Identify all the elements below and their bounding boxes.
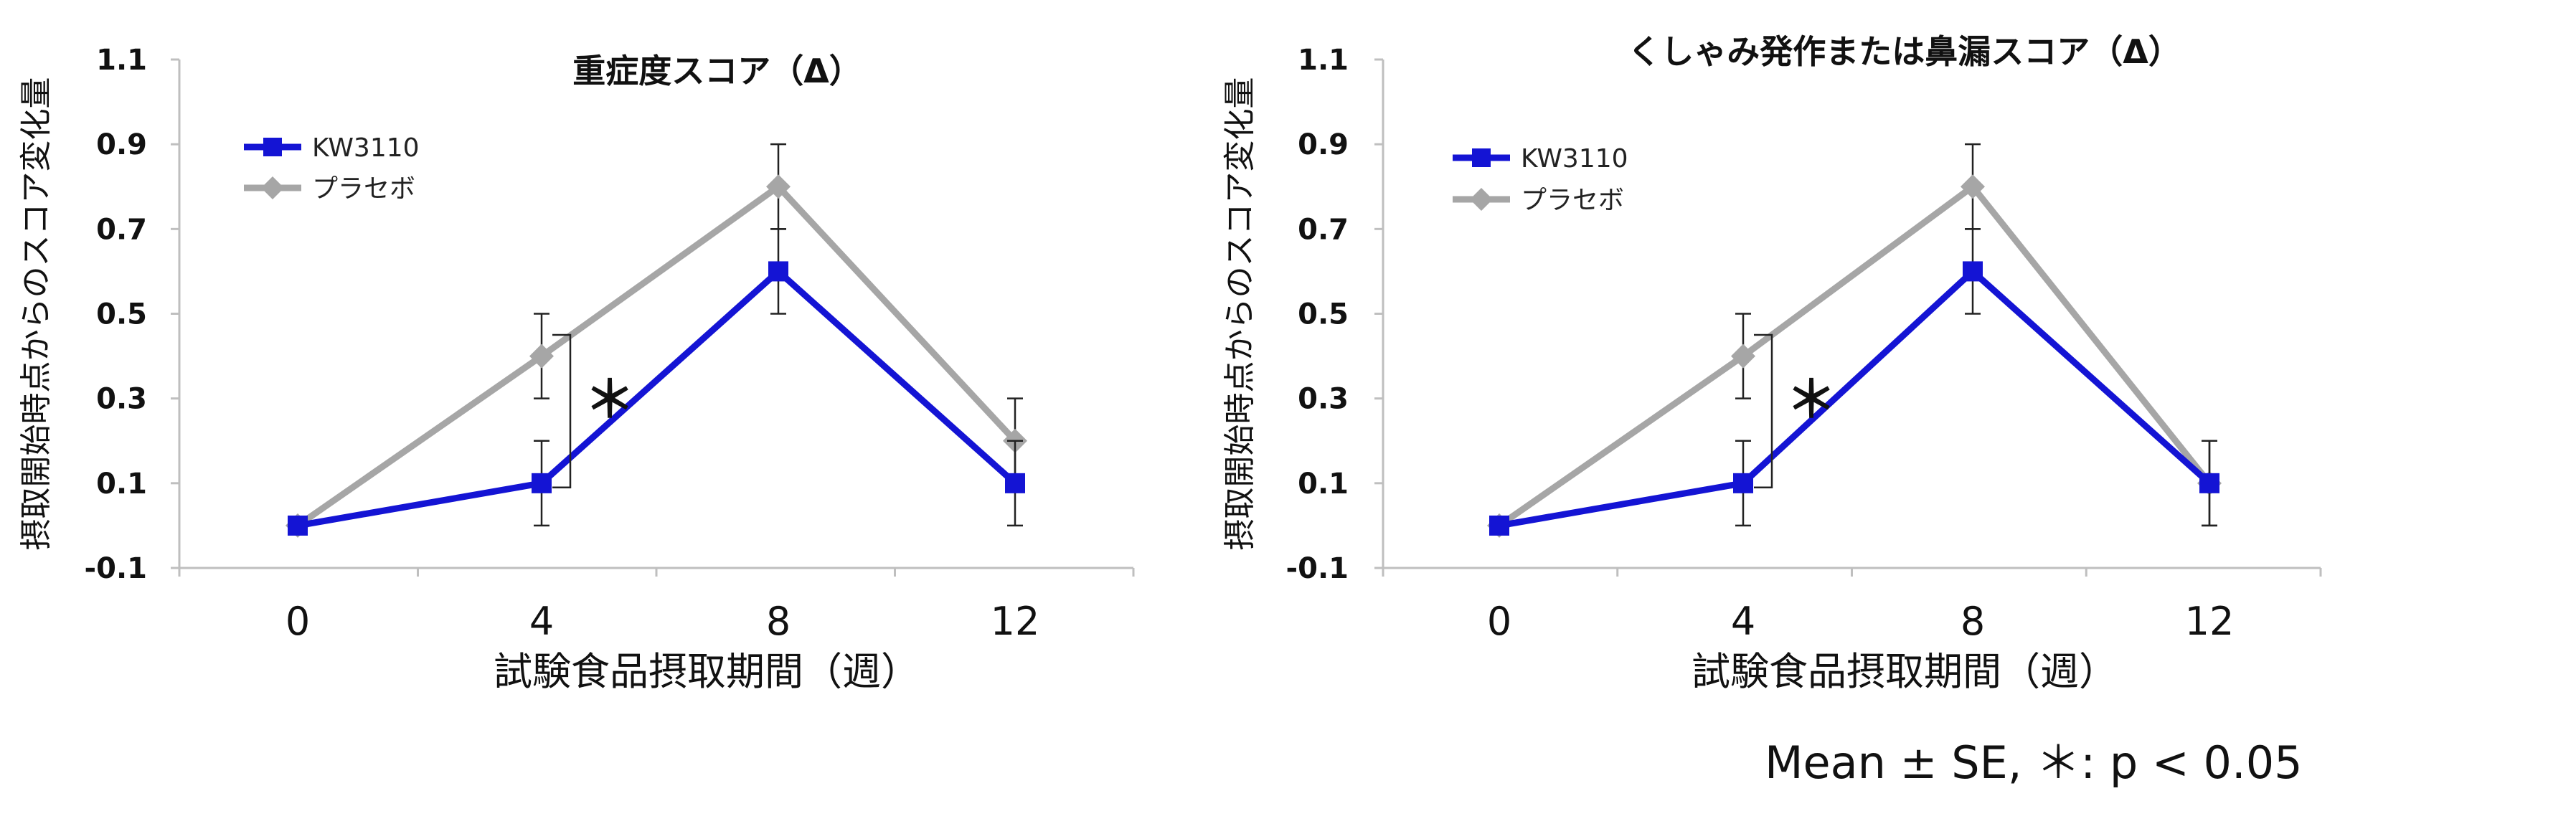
x-tick-label: 12 [2185, 599, 2235, 644]
legend-marker [263, 138, 282, 156]
data-point [529, 343, 554, 369]
x-tick-label: 8 [1961, 599, 1985, 644]
x-tick-label: 12 [991, 599, 1040, 644]
legend-item: プラセボ [244, 174, 415, 204]
data-point [2199, 473, 2219, 493]
chart-title: くしゃみ発作または鼻漏スコア（Δ） [1628, 32, 2181, 71]
x-tick-label: 4 [529, 599, 554, 644]
x-axis-label: 試験食品摂取期間（週） [494, 649, 920, 694]
data-point [1005, 473, 1025, 493]
legend-item: プラセボ [1453, 186, 1624, 215]
legend-marker [261, 176, 284, 199]
y-tick-label: -0.1 [1286, 552, 1349, 585]
data-point [1731, 343, 1755, 369]
legend-label: KW3110 [1521, 144, 1628, 174]
y-tick-label: 0.7 [96, 213, 147, 246]
series-kw3110 [1489, 228, 2219, 536]
series-kw3110 [288, 228, 1025, 536]
significance-bracket [552, 333, 572, 488]
legend-marker [1472, 148, 1491, 167]
legend-label: KW3110 [312, 133, 420, 163]
y-axis-label: 摂取開始時点からのスコア変化量 [18, 77, 55, 551]
y-tick-label: 0.9 [96, 128, 147, 161]
y-tick-label: -0.1 [85, 552, 147, 585]
chart-severity-score: 重症度スコア（Δ） 1.1 0.9 0.7 0.5 0.3 0.1 -0.1 0 4 8 12 試験食品… [18, 44, 1135, 694]
legend-item: KW3110 [1453, 144, 1628, 174]
y-tick-label: 1.1 [96, 44, 147, 77]
significance-label: ＊ [585, 370, 635, 429]
y-axis-label: 摂取開始時点からのスコア変化量 [1222, 77, 1258, 551]
significance-bracket [1754, 333, 1773, 488]
x-tick-label: 0 [1487, 599, 1511, 644]
chart-title: 重症度スコア（Δ） [572, 52, 862, 90]
series-line [1499, 267, 2212, 529]
series-line [1497, 182, 2212, 529]
data-point [768, 261, 788, 282]
y-tick-label: 0.7 [1298, 213, 1349, 246]
data-point [532, 473, 552, 493]
chart-sneeze-rhinorrhea-score: くしゃみ発作または鼻漏スコア（Δ） 1.1 0.9 0.7 0.5 0.3 0.1 -0.1 0… [1222, 32, 2322, 694]
y-tick-label: 1.1 [1298, 44, 1349, 77]
series-line [297, 267, 1018, 529]
y-tick-label: 0.5 [96, 298, 147, 331]
series-line [296, 182, 1018, 529]
significance-label: ＊ [1786, 370, 1836, 429]
data-point [1489, 515, 1509, 536]
y-tick-label: 0.3 [1298, 383, 1349, 416]
data-point [1961, 174, 1985, 199]
y-tick-label: 0.3 [96, 383, 147, 416]
legend-item: KW3110 [244, 133, 420, 163]
y-tick-label: 0.1 [1298, 468, 1349, 501]
data-point [288, 515, 308, 536]
y-tick-label: 0.5 [1298, 298, 1349, 331]
x-tick-label: 0 [286, 599, 310, 644]
x-tick-label: 4 [1731, 599, 1755, 644]
y-tick-label: 0.1 [96, 468, 147, 501]
data-point [766, 174, 791, 199]
legend-label: プラセボ [312, 174, 415, 204]
y-tick-label: 0.9 [1298, 128, 1349, 161]
legend-marker [1470, 188, 1493, 211]
x-axis-label: 試験食品摂取期間（週） [1692, 649, 2118, 694]
data-point [1963, 261, 1983, 282]
legend-label: プラセボ [1521, 186, 1624, 215]
series-placebo [1487, 143, 2222, 538]
data-point [1733, 473, 1753, 493]
footnote: Mean ± SE, ＊: p < 0.05 [1765, 736, 2303, 789]
x-tick-label: 8 [766, 599, 791, 644]
